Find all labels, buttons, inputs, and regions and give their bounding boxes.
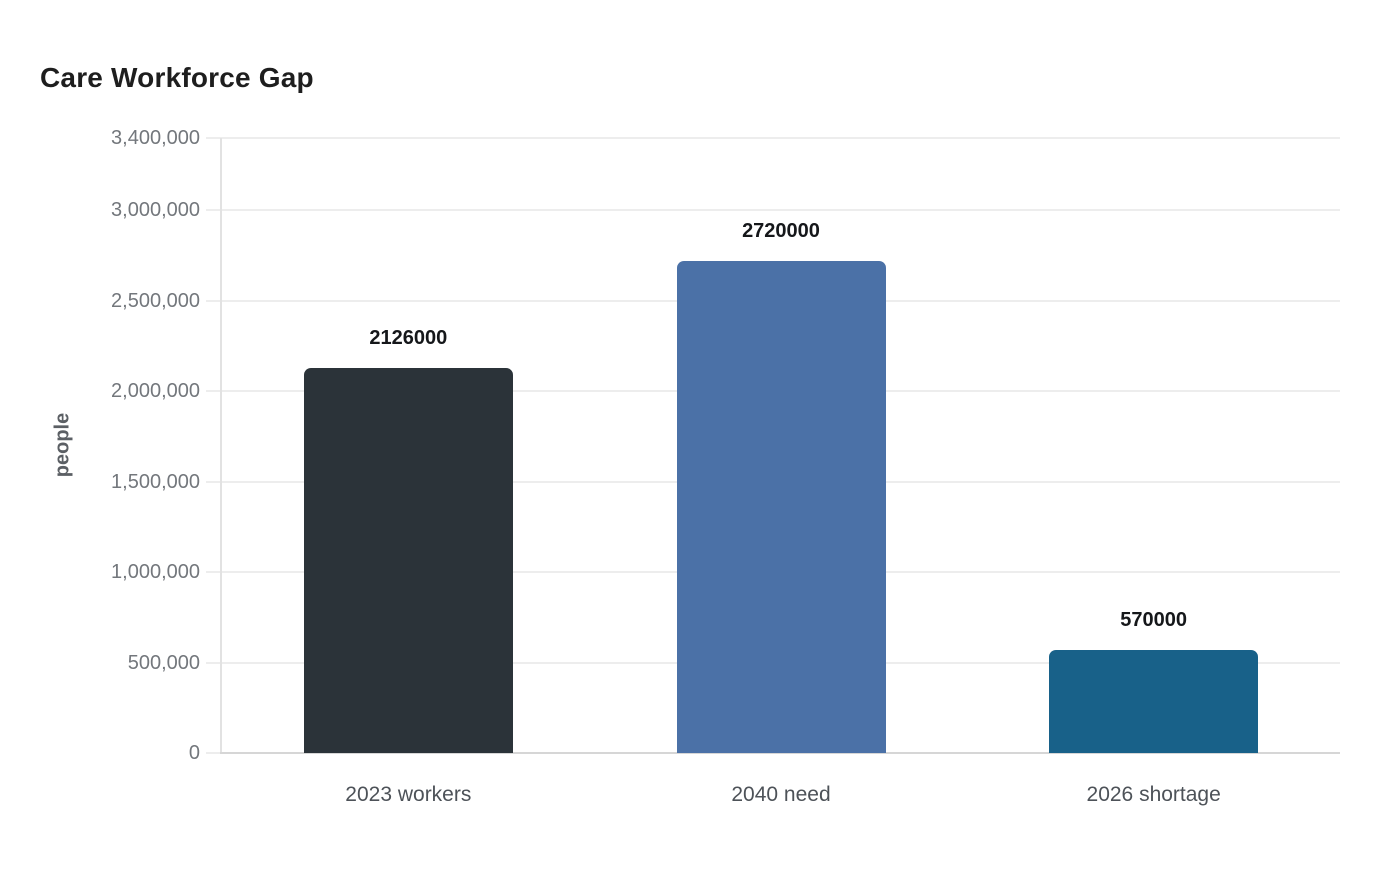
y-tick-label: 2,000,000 <box>111 380 200 403</box>
y-tick-label: 3,000,000 <box>111 199 200 222</box>
gridline <box>206 209 1340 212</box>
bar-value-label: 2126000 <box>369 327 448 350</box>
bar-value-label: 2720000 <box>742 220 820 242</box>
bar <box>303 368 513 753</box>
y-tick-label: 2,500,000 <box>111 289 200 312</box>
y-tick-label: 1,000,000 <box>111 561 200 584</box>
bar-value-label: 570000 <box>1120 608 1188 631</box>
y-tick-label: 0 <box>188 742 200 764</box>
y-tick-label: 1,500,000 <box>111 470 200 493</box>
x-axis-line <box>220 752 1340 754</box>
gridline <box>206 137 1340 139</box>
x-tick-label: 2026 shortage <box>1086 783 1221 806</box>
bar <box>676 261 886 753</box>
x-tick-label: 2023 workers <box>345 783 472 806</box>
y-tick-label: 3,400,000 <box>111 127 200 149</box>
chart-title: Care Workforce Gap <box>40 62 314 93</box>
x-tick-label: 2040 need <box>731 783 831 806</box>
y-tick-label: 500,000 <box>127 651 200 674</box>
y-axis-line <box>220 138 222 753</box>
bar <box>1049 649 1259 753</box>
